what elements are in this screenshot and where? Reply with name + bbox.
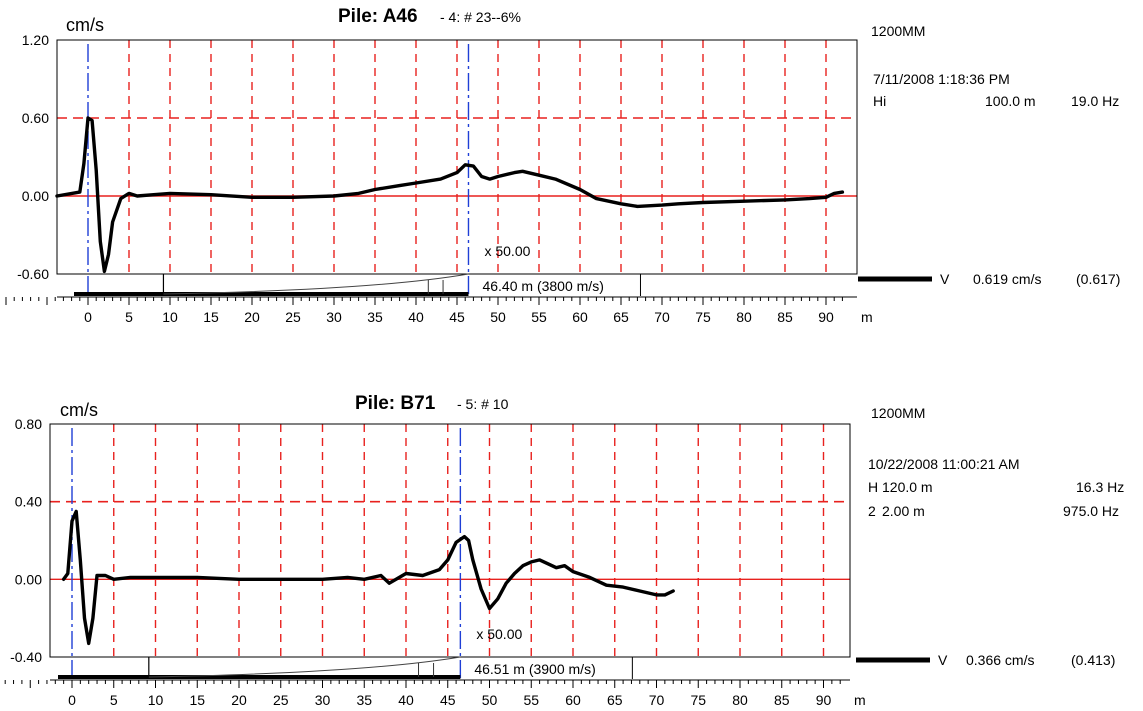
y-tick-label: 1.20 bbox=[22, 32, 49, 48]
y-tick-label: 0.00 bbox=[15, 571, 42, 587]
toe-label: 46.51 m (3900 m/s) bbox=[474, 661, 595, 677]
chart-title: Pile: A46 bbox=[338, 6, 418, 27]
velocity-trace bbox=[55, 116, 845, 274]
x-tick-label: 0 bbox=[68, 692, 76, 708]
x-tick-label: 35 bbox=[356, 692, 372, 708]
x-axis-label: m bbox=[861, 309, 873, 325]
test-datetime: 7/11/2008 1:18:36 PM bbox=[873, 71, 1010, 87]
x-tick-label: 25 bbox=[273, 692, 289, 708]
legend-symbol: V bbox=[938, 652, 948, 668]
x-tick-label: 60 bbox=[565, 692, 581, 708]
amplification-label: x 50.00 bbox=[476, 626, 522, 642]
info-line1-right: 19.0 Hz bbox=[1071, 93, 1119, 109]
x-tick-label: 45 bbox=[440, 692, 456, 708]
x-tick-label: 30 bbox=[315, 692, 331, 708]
amplification-curve bbox=[148, 656, 461, 678]
x-tick-label: 10 bbox=[162, 309, 178, 325]
x-axis: 0 5 10 15 20 25 30 35 40 45 50 55 60 65 70 75 80 85 90 m bbox=[4, 656, 866, 708]
info-line1-mid: 120.0 m bbox=[882, 479, 933, 495]
x-tick-label: 80 bbox=[736, 309, 752, 325]
test-datetime: 10/22/2008 11:00:21 AM bbox=[868, 456, 1020, 472]
grid bbox=[50, 424, 850, 657]
info-line2-right: 975.0 Hz bbox=[1063, 503, 1119, 519]
x-tick-label: 5 bbox=[125, 309, 133, 325]
x-tick-label: 5 bbox=[110, 692, 118, 708]
x-tick-label: 80 bbox=[732, 692, 748, 708]
info-line2-left: 2 bbox=[868, 503, 876, 519]
x-axis-label: m bbox=[854, 692, 866, 708]
x-tick-label: 0 bbox=[84, 309, 92, 325]
x-tick-label: 70 bbox=[654, 309, 670, 325]
x-tick-label: 75 bbox=[690, 692, 706, 708]
legend-symbol: V bbox=[940, 271, 950, 287]
pile-spec: 1200MM bbox=[871, 23, 925, 39]
plot-frame bbox=[56, 39, 858, 275]
amplification-label: x 50.00 bbox=[484, 243, 530, 259]
y-tick-labels: 0.80 0.40 0.00 -0.40 bbox=[10, 416, 42, 665]
x-tick-label: 50 bbox=[490, 309, 506, 325]
x-tick-label: 20 bbox=[244, 309, 260, 325]
x-tick-label: 10 bbox=[148, 692, 164, 708]
plot-frame bbox=[49, 423, 851, 658]
chart-subtitle: - 5: # 10 bbox=[457, 396, 509, 412]
x-tick-label: 55 bbox=[531, 309, 547, 325]
x-tick-label: 15 bbox=[203, 309, 219, 325]
y-tick-labels: 1.20 0.60 0.00 -0.60 bbox=[17, 32, 49, 282]
x-tick-label: 70 bbox=[649, 692, 665, 708]
x-tick-label: 65 bbox=[613, 309, 629, 325]
x-tick-label: 90 bbox=[816, 692, 832, 708]
chart-1: cm/s Pile: A46 - 4: # 23--6% 1.20 0.60 0.0… bbox=[5, 6, 1120, 325]
info-line1-left: H bbox=[868, 479, 878, 495]
chart-subtitle: - 4: # 23--6% bbox=[440, 9, 521, 25]
y-tick-label: 0.40 bbox=[15, 494, 42, 510]
legend-value: 0.619 cm/s bbox=[973, 271, 1041, 287]
x-tick-label: 60 bbox=[572, 309, 588, 325]
chart-2: cm/s Pile: B71 - 5: # 10 0.80 0.40 0.00 -0.… bbox=[4, 393, 1124, 708]
grid bbox=[57, 40, 857, 274]
x-tick-label: 40 bbox=[398, 692, 414, 708]
x-axis: 0 5 10 15 20 25 30 35 40 45 50 55 60 65 70 75 80 85 90 m bbox=[5, 273, 873, 325]
series-group bbox=[55, 116, 845, 274]
x-tick-label: 65 bbox=[607, 692, 623, 708]
series-group bbox=[61, 509, 675, 646]
x-tick-label: 20 bbox=[231, 692, 247, 708]
toe-label: 46.40 m (3800 m/s) bbox=[482, 278, 603, 294]
info-line1-right: 16.3 Hz bbox=[1076, 479, 1124, 495]
x-tick-label: 85 bbox=[777, 309, 793, 325]
x-tick-label: 30 bbox=[326, 309, 342, 325]
info-line1-mid: 100.0 m bbox=[985, 93, 1036, 109]
x-tick-label: 35 bbox=[367, 309, 383, 325]
x-tick-label: 45 bbox=[449, 309, 465, 325]
x-tick-label: 55 bbox=[523, 692, 539, 708]
legend-paren: (0.617) bbox=[1076, 271, 1120, 287]
x-tick-label: 85 bbox=[774, 692, 790, 708]
y-unit-label: cm/s bbox=[60, 400, 98, 420]
info-line1-left: Hi bbox=[873, 93, 886, 109]
info-line2-mid: 2.00 m bbox=[882, 503, 925, 519]
toe-markers bbox=[87, 44, 470, 298]
velocity-trace bbox=[61, 509, 675, 646]
y-unit-label: cm/s bbox=[66, 15, 104, 35]
y-tick-label: 0.80 bbox=[15, 416, 42, 432]
chart-title: Pile: B71 bbox=[355, 393, 436, 414]
legend-paren: (0.413) bbox=[1071, 652, 1115, 668]
y-tick-label: -0.60 bbox=[17, 266, 49, 282]
x-tick-label: 15 bbox=[189, 692, 205, 708]
x-tick-label: 90 bbox=[818, 309, 834, 325]
amplification-curve bbox=[163, 273, 469, 295]
toe-markers bbox=[71, 428, 462, 681]
pile-spec: 1200MM bbox=[871, 405, 925, 421]
x-tick-label: 40 bbox=[408, 309, 424, 325]
x-tick-label: 25 bbox=[285, 309, 301, 325]
x-tick-label: 50 bbox=[482, 692, 498, 708]
y-tick-label: 0.60 bbox=[22, 110, 49, 126]
y-tick-label: -0.40 bbox=[10, 649, 42, 665]
x-tick-label: 75 bbox=[695, 309, 711, 325]
legend-value: 0.366 cm/s bbox=[966, 652, 1034, 668]
y-tick-label: 0.00 bbox=[22, 188, 49, 204]
